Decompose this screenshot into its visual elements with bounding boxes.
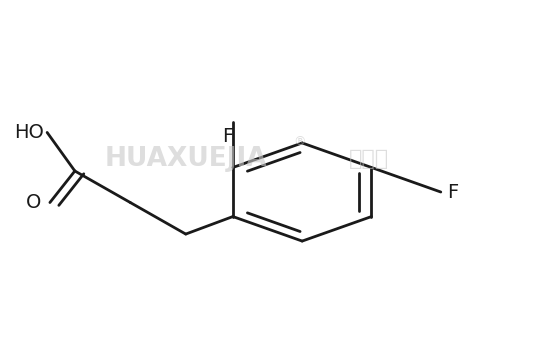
Text: F: F: [447, 183, 459, 201]
Text: HUAXUEJIA: HUAXUEJIA: [104, 146, 267, 172]
Text: HO: HO: [15, 123, 44, 142]
Text: O: O: [26, 193, 41, 212]
Text: F: F: [222, 127, 233, 146]
Text: ®: ®: [293, 135, 306, 148]
Text: 化学加: 化学加: [349, 149, 389, 169]
